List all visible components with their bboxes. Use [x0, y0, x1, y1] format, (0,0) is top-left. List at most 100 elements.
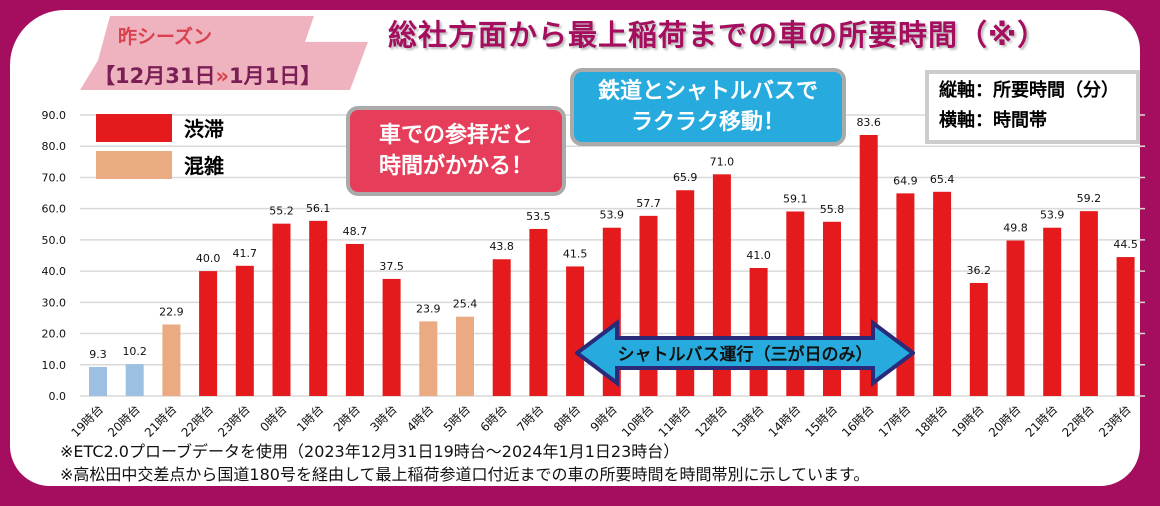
x-tick-label: 5時台 — [440, 402, 473, 435]
x-tick-label: 10時台 — [618, 402, 656, 440]
x-tick-label: 19時台 — [949, 402, 987, 440]
bar — [162, 324, 181, 396]
legend-item-congested: 混雑 — [96, 150, 224, 179]
data-label: 10.2 — [122, 345, 147, 358]
x-tick-label: 9時台 — [587, 402, 620, 435]
data-label: 36.2 — [967, 264, 992, 277]
season-range: 【12月31日»1月1日】 — [94, 60, 321, 90]
data-label: 41.0 — [746, 249, 771, 262]
callout-line: ラクラク移動！ — [630, 110, 785, 135]
bar — [1043, 227, 1062, 396]
x-tick-label: 1時台 — [293, 402, 326, 435]
x-tick-label: 22時台 — [178, 402, 216, 440]
season-badge: 昨シーズン 【12月31日»1月1日】 — [80, 16, 380, 90]
data-label: 56.1 — [306, 202, 331, 215]
bar — [969, 282, 988, 396]
bar — [529, 228, 548, 396]
x-tick-label: 21時台 — [141, 402, 179, 440]
shuttle-label: シャトルバス運行（三が日のみ） — [617, 345, 873, 365]
x-tick-label: 2時台 — [330, 402, 363, 435]
x-tick-label: 6時台 — [477, 402, 510, 435]
range-arrow-icon: » — [215, 64, 230, 88]
y-tick-label: 60.0 — [42, 203, 67, 216]
y-tick-label: 50.0 — [42, 234, 67, 247]
x-tick-label: 19時台 — [68, 402, 106, 440]
data-label: 23.9 — [416, 302, 441, 315]
car-callout: 車での参拝だと 時間がかかる！ — [346, 106, 566, 196]
y-tick-label: 40.0 — [42, 265, 67, 278]
data-label: 55.8 — [820, 203, 845, 216]
vertical-axis-note: 縦軸：所要時間（分） — [939, 80, 1119, 101]
footnotes: ※ETC2.0プローブデータを使用（2023年12月31日19時台〜2024年1… — [60, 440, 869, 486]
x-tick-label: 7時台 — [514, 402, 547, 435]
legend-swatch-jam — [96, 113, 172, 142]
bar — [566, 266, 585, 396]
data-label: 83.6 — [856, 116, 881, 129]
y-tick-label: 20.0 — [42, 328, 67, 341]
legend-item-jam: 渋滞 — [96, 113, 224, 142]
bar — [456, 316, 474, 396]
data-label: 65.9 — [673, 171, 698, 184]
x-tick-label: 12時台 — [692, 402, 730, 440]
bar — [492, 259, 511, 396]
bar — [345, 243, 364, 396]
footnote: ※ETC2.0プローブデータを使用（2023年12月31日19時台〜2024年1… — [60, 442, 680, 461]
callout-line: 時間がかかる！ — [378, 154, 533, 179]
bar — [1006, 240, 1025, 396]
data-label: 9.3 — [89, 348, 107, 361]
data-label: 55.2 — [269, 205, 294, 218]
y-tick-label: 80.0 — [42, 140, 67, 153]
bar — [272, 223, 291, 396]
y-tick-label: 10.0 — [42, 359, 67, 372]
x-tick-label: 21時台 — [1022, 402, 1060, 440]
data-label: 65.4 — [930, 173, 955, 186]
x-tick-label: 15時台 — [802, 402, 840, 440]
data-label: 57.7 — [636, 197, 661, 210]
bar — [1116, 257, 1135, 396]
horizontal-axis-note: 横軸：時間帯 — [939, 110, 1047, 131]
bar — [235, 265, 254, 396]
x-tick-label: 22時台 — [1059, 402, 1097, 440]
bar — [419, 321, 438, 396]
bar — [1079, 211, 1098, 396]
range-end: 1月1日】 — [229, 64, 322, 88]
data-label: 49.8 — [1003, 222, 1028, 235]
callout-line: 車での参拝だと — [378, 123, 533, 148]
data-label: 71.0 — [710, 155, 735, 168]
x-tick-label: 23時台 — [1095, 402, 1133, 440]
data-label: 53.9 — [600, 209, 625, 222]
data-label: 53.5 — [526, 210, 551, 223]
bar — [89, 366, 107, 396]
y-tick-label: 0.0 — [49, 390, 67, 403]
legend-label: 渋滞 — [184, 117, 224, 141]
callout-line: 鉄道とシャトルバスで — [597, 79, 818, 104]
y-tick-label: 90.0 — [42, 109, 67, 122]
data-label: 64.9 — [893, 174, 918, 187]
bar — [199, 271, 218, 396]
x-tick-label: 14時台 — [765, 402, 803, 440]
bar — [382, 278, 401, 396]
bar — [933, 191, 952, 396]
data-label: 44.5 — [1113, 238, 1138, 251]
x-tick-label: 0時台 — [257, 402, 290, 435]
x-tick-label: 18時台 — [912, 402, 950, 440]
train-callout: 鉄道とシャトルバスで ラクラク移動！ — [570, 68, 846, 146]
x-tick-label: 4時台 — [403, 402, 436, 435]
bar — [309, 220, 328, 396]
data-label: 53.9 — [1040, 209, 1065, 222]
x-tick-label: 16時台 — [838, 402, 876, 440]
bar — [125, 364, 144, 396]
data-label: 59.2 — [1077, 192, 1102, 205]
y-tick-label: 70.0 — [42, 171, 67, 184]
legend-label: 混雑 — [184, 154, 224, 178]
data-label: 25.4 — [453, 298, 478, 311]
x-tick-label: 20時台 — [104, 402, 142, 440]
x-tick-label: 23時台 — [215, 402, 253, 440]
legend: 渋滞 混雑 — [96, 113, 224, 187]
season-label: 昨シーズン — [118, 26, 213, 48]
x-tick-label: 8時台 — [550, 402, 583, 435]
x-tick-label: 3時台 — [367, 402, 400, 435]
axis-note: 縦軸：所要時間（分） 横軸：時間帯 — [925, 70, 1140, 144]
chart-title: 総社方面から最上稲荷までの車の所要時間（※） — [388, 18, 1048, 52]
